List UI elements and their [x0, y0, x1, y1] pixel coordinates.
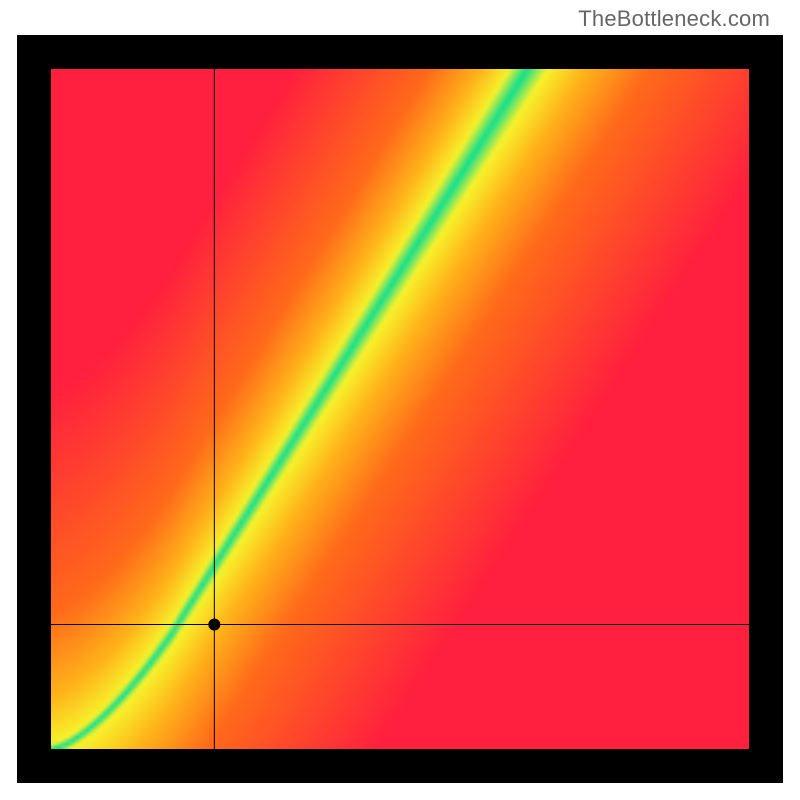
plot-overlay	[51, 69, 749, 749]
figure-container: TheBottleneck.com	[0, 0, 800, 800]
watermark-text: TheBottleneck.com	[578, 6, 770, 32]
selection-marker	[208, 619, 220, 631]
